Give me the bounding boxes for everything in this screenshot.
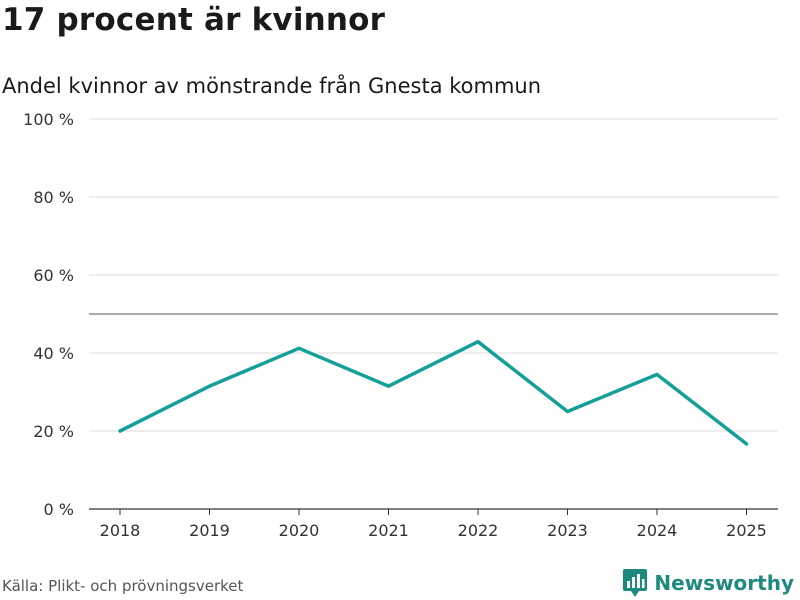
data-point: [208, 384, 211, 388]
y-tick-label: 40 %: [33, 344, 74, 363]
newsworthy-logo-icon: [623, 569, 648, 597]
brand-name: Newsworthy: [654, 571, 794, 595]
data-point: [297, 346, 301, 350]
y-tick-label: 20 %: [33, 422, 74, 441]
x-tick-label: 2020: [279, 521, 320, 540]
data-point: [476, 340, 480, 344]
y-tick-label: 60 %: [33, 266, 74, 285]
x-tick-label: 2021: [368, 521, 409, 540]
chart-title: 17 procent är kvinnor: [2, 2, 386, 38]
series-line: [118, 339, 749, 446]
data-point: [387, 384, 390, 388]
x-tick-label: 2025: [726, 521, 767, 540]
brand-logo[interactable]: Newsworthy: [622, 568, 794, 598]
data-point: [566, 410, 569, 413]
x-tick-label: 2022: [458, 521, 499, 540]
x-tick-label: 2019: [189, 521, 230, 540]
chart-subtitle: Andel kvinnor av mönstrande från Gnesta …: [2, 74, 542, 98]
x-tick-label: 2018: [100, 521, 141, 540]
data-point: [118, 429, 122, 433]
x-tick-label: 2024: [637, 521, 678, 540]
y-tick-label: 0 %: [44, 500, 74, 519]
data-point: [745, 442, 748, 446]
y-tick-label: 100 %: [23, 110, 74, 129]
y-tick-label: 80 %: [33, 188, 74, 207]
x-tick-label: 2023: [547, 521, 588, 540]
data-point: [655, 372, 659, 376]
source-note: Källa: Plikt- och prövningsverket: [2, 577, 244, 595]
